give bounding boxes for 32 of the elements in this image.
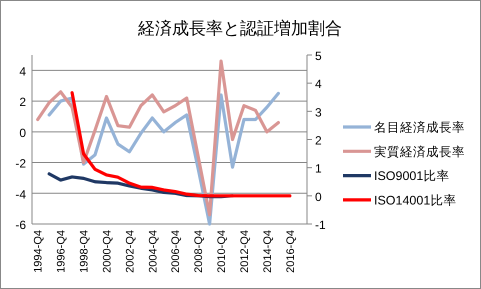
x-tick-label: 2008-Q4 [193,230,206,273]
line-series [36,60,280,216]
x-tick-label: 1994-Q4 [32,230,45,273]
y-tick-label: 0 [19,126,26,140]
line-series [70,91,292,198]
y2-tick-label: 1 [315,162,322,176]
x-tick-label: 1996-Q4 [56,230,68,273]
x-tick-label: 2002-Q4 [124,230,136,273]
y2-tick-label: 4 [315,77,322,92]
y-tick-label: -4 [15,187,26,202]
y-tick-label: 2 [19,95,26,110]
legend-label: 実質経済成長率 [374,144,465,159]
x-tick-label: 2006-Q4 [170,230,182,273]
x-tick-label: 2016-Q4 [284,230,297,273]
y-tick-label: -2 [15,156,26,171]
y2-tick-label: 2 [315,134,322,148]
chart-title: 経済成長率と認証増加割合 [137,19,342,38]
y2-tick-label: 3 [315,105,322,120]
y2-tick-label: -1 [315,218,326,232]
y-tick-label: -6 [15,218,26,232]
x-tick-label: 2000-Q4 [101,230,114,273]
x-tick-label: 1998-Q4 [78,230,91,273]
legend-label: 名目経済成長率 [374,120,465,134]
y2-tick-label: 0 [315,190,322,204]
legend-label: ISO9001比率 [374,168,450,184]
x-tick-label: 2014-Q4 [262,230,274,273]
x-tick-label: 2010-Q4 [216,230,228,273]
x-tick-label: 2004-Q4 [147,230,160,273]
y2-tick-label: 5 [315,49,322,63]
legend-label: ISO14001比率 [374,192,456,208]
x-tick-label: 2012-Q4 [238,230,251,273]
y-tick-label: 4 [19,64,26,78]
